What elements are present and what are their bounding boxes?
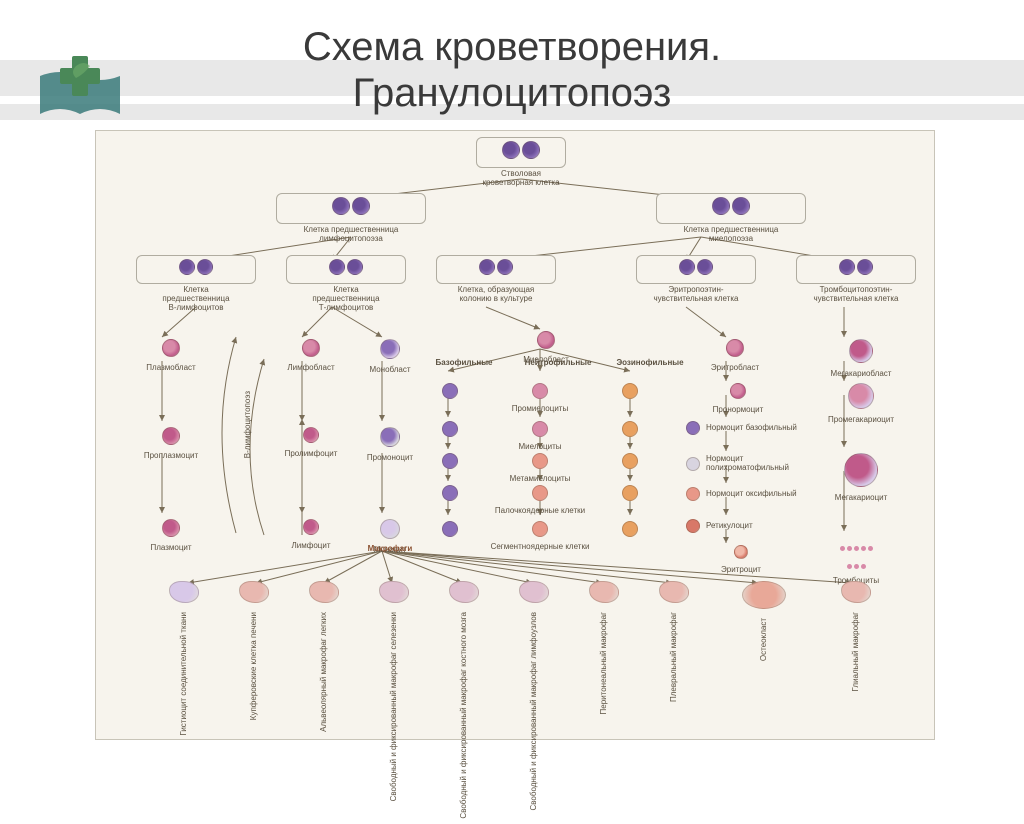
cell-node-plasmoblast: Плазмобласт <box>136 339 206 373</box>
tissue-macrophage-9: Глиальный макрофаг <box>826 581 886 696</box>
hematopoiesis-diagram: Стволовая кроветворная клетка Клетка пред… <box>95 130 935 740</box>
cell-node-norm_poly: Нормоцитполихроматофильный <box>686 455 789 473</box>
cell-node-proplasm: Проплазмоцит <box>136 427 206 461</box>
cell-row-promyelo: Промиелоциты <box>420 383 660 414</box>
tissue-macrophage-1: Купферовские клетка печени <box>224 581 284 725</box>
cell-row-band: Палочкоядерные клетки <box>420 485 660 516</box>
title-line-2: Гранулоцитопоэз <box>353 71 672 115</box>
cell-node-monoblast: Монобласт <box>358 339 422 375</box>
cell-node-promega: Промегакариоцит <box>816 383 906 425</box>
cell-node-cfu: Клетка, образующаяколонию в культуре <box>436 255 556 304</box>
cell-node-lymphoblast: Лимфобласт <box>276 339 346 373</box>
cell-node-t_prog: КлеткапредшественницаТ-лимфоцитов <box>286 255 406 312</box>
tissue-macrophage-2: Альвеолярный макрофаг легких <box>294 581 354 737</box>
cell-node-plasmocyte: Плазмоцит <box>136 519 206 553</box>
cell-node-megakaryo: Мегакариоцит <box>816 453 906 503</box>
cell-node-b_prog: КлеткапредшественницаВ-лимфоцитов <box>136 255 256 312</box>
vertical-label-vlymph: В-лимфоцитопоэз <box>244 391 253 463</box>
tissue-macrophage-5: Свободный и фиксированный макрофаг лимфо… <box>504 581 564 816</box>
cell-row-myelo: Миелоциты <box>420 421 660 452</box>
cell-row-segmented: Сегментноядерные клетки <box>420 521 660 552</box>
cell-row-metamyelo: Метамиелоциты <box>420 453 660 484</box>
cell-node-reticulo: Ретикулоцит <box>686 519 753 533</box>
header-baso_h: Базофильные <box>420 357 508 368</box>
cell-node-lymphocyte: Лимфоцит <box>276 519 346 551</box>
title-line-1: Схема кроветворения. <box>303 25 721 69</box>
tissue-macrophage-4: Свободный и фиксированный макрофаг костн… <box>434 581 494 824</box>
cell-node-root: Стволовая кроветворная клетка <box>476 137 566 188</box>
tissue-macrophage-0: Гистиоцит соединительной ткани <box>154 581 214 741</box>
cell-node-pronorm: Пронормоцит <box>700 383 776 415</box>
tissue-macrophage-8: Остеокласт <box>734 581 794 666</box>
header-macrophage: Макрофаги <box>358 543 422 554</box>
cell-node-erythroblast: Эритробласт <box>700 339 770 373</box>
cell-node-lymph_prog: Клетка предшественницалимфоцитопоэза <box>276 193 426 244</box>
cell-node-thrombo: Тромбоциты <box>816 539 896 586</box>
tissue-macrophage-3: Свободный и фиксированный макрофаг селез… <box>364 581 424 806</box>
header-eos_h: Эозинофильные <box>606 357 694 368</box>
cell-node-epo: Эритропоэтин-чувствительная клетка <box>636 255 756 304</box>
medical-logo-icon <box>40 56 120 119</box>
cell-node-norm_baso: Нормоцит базофильный <box>686 421 797 435</box>
tissue-macrophage-6: Перитонеальный макрофаг <box>574 581 634 719</box>
tissue-macrophage-7: Плевральный макрофаг <box>644 581 704 707</box>
cell-node-prolymph: Пролимфоцит <box>276 427 346 459</box>
page-title: Схема кроветворения. Гранулоцитопоэз <box>0 24 1024 116</box>
header-neut_h: Нейтрофильные <box>514 357 602 368</box>
cell-node-megakaryoblast: Мегакариобласт <box>816 339 906 379</box>
cell-node-erythro: Эритроцит <box>706 545 776 575</box>
cell-node-tpo: Тромбоцитопоэтин-чувствительная клетка <box>796 255 916 304</box>
cell-node-norm_oxy: Нормоцит оксифильный <box>686 487 797 501</box>
cell-node-myelo_prog: Клетка предшественницамиелопоэза <box>656 193 806 244</box>
cell-node-promono: Промоноцит <box>358 427 422 463</box>
